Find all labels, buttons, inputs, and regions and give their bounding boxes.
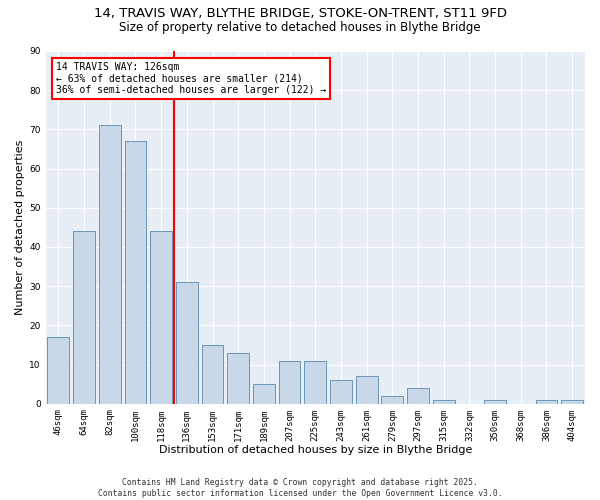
Bar [253,384,275,404]
Bar [382,396,403,404]
Bar [304,360,326,404]
Bar [433,400,455,404]
Y-axis label: Number of detached properties: Number of detached properties [15,140,25,315]
Bar [125,141,146,404]
Bar [227,353,249,404]
Bar [278,360,301,404]
Bar [407,388,429,404]
Text: 14, TRAVIS WAY, BLYTHE BRIDGE, STOKE-ON-TRENT, ST11 9FD: 14, TRAVIS WAY, BLYTHE BRIDGE, STOKE-ON-… [94,8,506,20]
X-axis label: Distribution of detached houses by size in Blythe Bridge: Distribution of detached houses by size … [158,445,472,455]
Text: Size of property relative to detached houses in Blythe Bridge: Size of property relative to detached ho… [119,21,481,34]
Bar [47,337,69,404]
Bar [150,232,172,404]
Bar [202,345,223,404]
Text: Contains HM Land Registry data © Crown copyright and database right 2025.
Contai: Contains HM Land Registry data © Crown c… [98,478,502,498]
Bar [536,400,557,404]
Bar [330,380,352,404]
Bar [99,126,121,404]
Bar [356,376,377,404]
Text: 14 TRAVIS WAY: 126sqm
← 63% of detached houses are smaller (214)
36% of semi-det: 14 TRAVIS WAY: 126sqm ← 63% of detached … [56,62,326,95]
Bar [561,400,583,404]
Bar [73,232,95,404]
Bar [484,400,506,404]
Bar [176,282,198,404]
